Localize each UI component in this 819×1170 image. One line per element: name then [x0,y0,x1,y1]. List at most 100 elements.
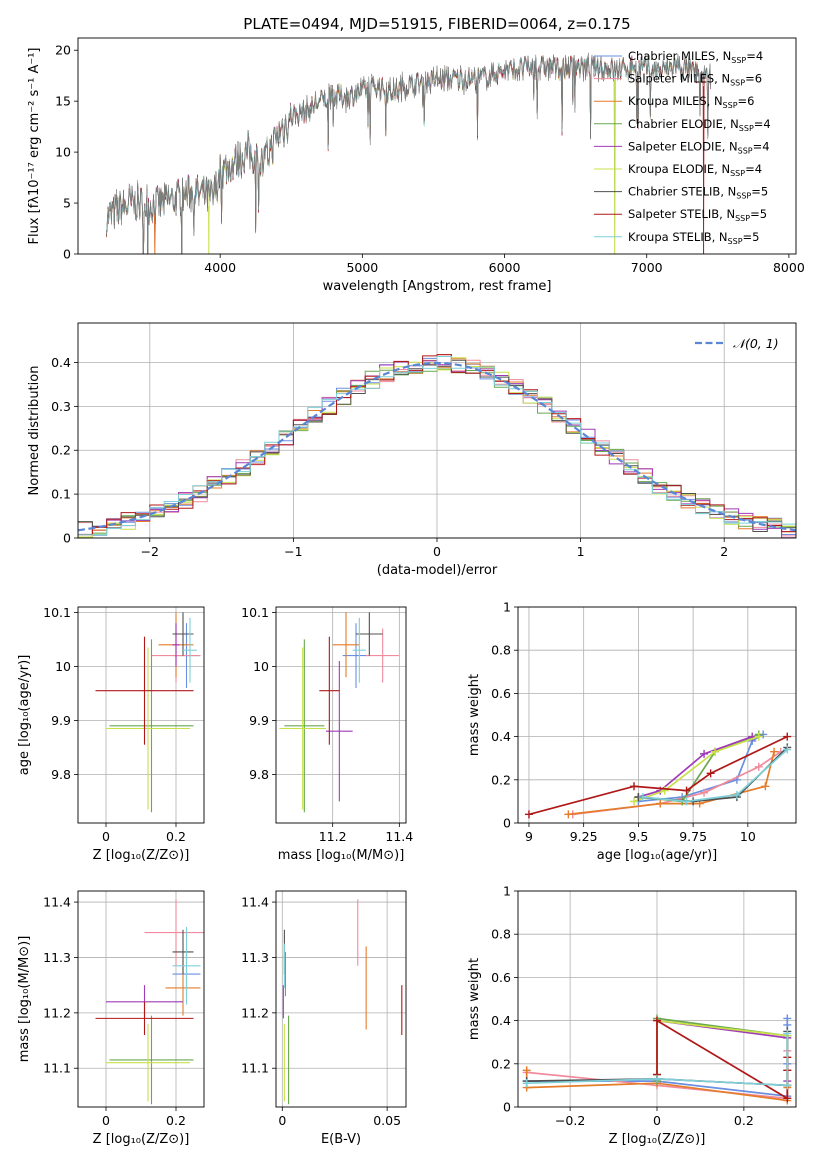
legend-entry-name: Kroupa ELODIE, N [628,162,730,176]
mass-weight-marker [754,732,763,741]
x-tick-label: −2 [141,544,159,559]
x-tick-label: 9 [525,829,533,844]
y-tick-label: 9.8 [249,767,269,782]
x-axis-label: Z [log₁₀(Z/Z⊙)] [93,848,190,863]
axes-frame [517,890,797,1108]
legend-entry-suffix: =5 [750,207,767,221]
mass-weight-line [568,751,775,816]
x-tick-label: 4000 [204,260,236,275]
legend-entry-sub: SSP [730,79,745,88]
y-tick-label: 10.1 [43,605,71,620]
legend-entry-name: Kroupa MILES, N [628,94,723,108]
residual-histogram-step [78,356,796,536]
x-axis-label: Z [log₁₀(Z/Z⊙)] [93,1132,190,1147]
y-tick-label: 11.3 [43,950,71,965]
y-tick-label: 10 [55,659,71,674]
y-tick-label: 11.4 [241,895,269,910]
panel-residuals: −2 −1 0 1 2 0 0.1 0.2 0.3 0.4 (data-model)/error No… [27,322,797,578]
mass-weight-line [642,748,788,803]
x-tick-label: 0.2 [166,1113,186,1128]
plot-area-mass_vs_Z [95,899,204,1105]
panel-age_vs_Z: 0 0.2 9.8 9.9 10 10.1 Z [log₁₀(Z/Z⊙)] age [log₁… [17,605,205,863]
x-tick-label: 11.4 [385,829,413,844]
axes-frame [77,890,205,1108]
mass-weight-marker [783,1094,792,1103]
y-tick-label: 5 [63,196,71,211]
y-tick-label: 0 [503,1100,511,1115]
y-tick-label: 0.2 [491,772,511,787]
legend-entry-sub: SSP [730,169,745,178]
legend-entry-suffix: =4 [746,49,763,63]
mass-weight-marker [653,1016,661,1025]
y-tick-label: 0.2 [51,443,71,458]
legend-entry: Salpeter MILES, NSSP=6 [628,72,762,88]
y-tick-label: 9.8 [51,767,71,782]
y-axis-label: age [log₁₀(age/yr)] [17,655,32,776]
y-tick-label: 0.8 [491,927,511,942]
y-tick-label: 0 [63,531,71,546]
plot-area-weight_vs_age [524,730,792,819]
legend-entry-sub: SSP [728,237,743,246]
legend-entry-name: Salpeter MILES, N [628,72,730,86]
mass-weight-marker [653,1074,661,1083]
mass-weight-marker [630,782,639,791]
x-tick-label: 9.5 [628,829,648,844]
normal-reference-curve [78,361,796,532]
mass-weight-marker [660,786,669,795]
x-axis-label: Z [log₁₀(Z/Z⊙)] [609,1132,706,1147]
mass-weight-marker [706,769,715,778]
x-tick-label: 2 [720,544,728,559]
mass-weight-marker [682,786,691,795]
mass-weight-marker [783,745,792,754]
mass-weight-marker [700,749,709,758]
y-tick-label: 0.4 [491,1013,511,1028]
y-axis-label: Normed distribution [27,366,42,496]
y-tick-label: 1 [503,884,511,899]
x-tick-label: 0 [653,1113,661,1128]
legend-entry-sub: SSP [738,146,753,155]
legend-entry-name: Chabrier ELODIE, N [628,117,739,131]
y-tick-label: 9.9 [249,713,269,728]
mass-weight-marker [564,810,573,819]
x-tick-label: 0 [278,1113,286,1128]
mass-weight-marker [700,788,709,797]
y-tick-label: 10 [253,659,269,674]
chart-title: PLATE=0494, MJD=51915, FIBERID=0064, z=0… [243,15,630,33]
x-tick-label: −1 [284,544,302,559]
x-tick-label: 1 [577,544,585,559]
mass-weight-line [526,1033,789,1087]
x-tick-label: 0 [433,544,441,559]
x-tick-label: 9.25 [570,829,598,844]
x-tick-label: 0.2 [166,829,186,844]
legend-entry-suffix: =4 [753,139,770,153]
legend-entry: 𝒩(0, 1) [733,336,779,351]
legend-entry: Salpeter ELODIE, NSSP=4 [628,139,770,155]
plot-area-mass_vs_ebv [282,899,403,1105]
legend-entry-name: Chabrier STELIB, N [628,185,736,199]
mass-weight-marker [783,1014,792,1023]
y-tick-label: 11.1 [241,1061,269,1076]
y-tick-label: 0.4 [491,729,511,744]
y-tick-label: 0.4 [51,355,71,370]
panel-spectrum: 4000 5000 6000 7000 8000 0 5 10 15 20 wavelength [… [27,37,805,294]
mass-weight-marker [770,747,779,756]
legend-entry-name: Chabrier MILES, N [628,49,731,63]
axes-frame [77,37,797,255]
x-tick-label: 5000 [346,260,378,275]
x-tick-label: 6000 [489,260,521,275]
x-tick-label: 0 [102,829,110,844]
spectrum-observed-line [106,52,711,254]
legend-entry-name: Salpeter ELODIE, N [628,139,738,153]
legend-entry-sub: SSP [731,56,746,65]
y-tick-label: 11.2 [241,1005,269,1020]
x-tick-label: 0 [102,1113,110,1128]
mass-weight-marker [524,810,533,819]
panel-age_vs_mass: 11.2 11.4 9.8 9.9 10 10.1 mass [log₁₀(M/M⊙)] [241,605,413,863]
legend-entry: Kroupa MILES, NSSP=6 [628,94,754,110]
mass-weight-marker [783,732,792,741]
mass-weight-marker [522,1079,531,1088]
mass-weight-marker [754,762,763,771]
plot-area-residuals [78,354,796,538]
